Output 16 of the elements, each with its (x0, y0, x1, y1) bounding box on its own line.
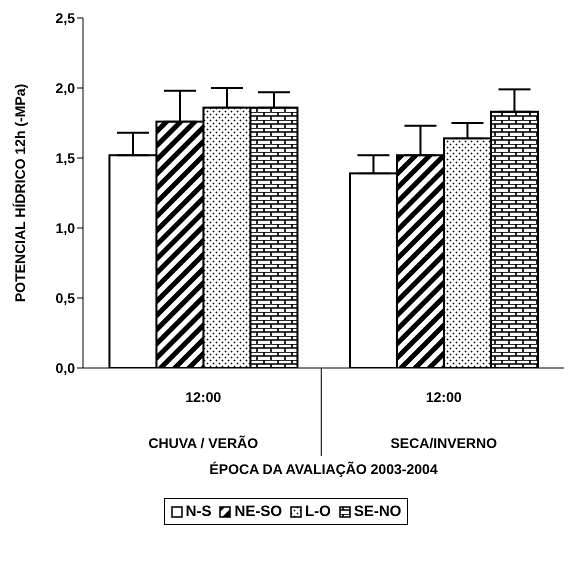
y-tick-label: 2,0 (56, 80, 76, 96)
legend-label: L-O (305, 503, 331, 520)
y-tick-label: 0,0 (56, 360, 76, 376)
y-tick-label: 1,5 (56, 150, 76, 166)
x-tick-label: 12:00 (426, 389, 462, 405)
legend-label: N-S (186, 503, 212, 520)
y-axis-title: POTENCIAL HÍDRICO 12h (-MPa) (12, 84, 28, 302)
x-tick-label: 12:00 (185, 389, 222, 405)
text: CHUVA / VERÃO (148, 435, 258, 451)
legend-label: NE-SO (234, 503, 282, 520)
text: SECA/INVERNO (390, 435, 498, 451)
legend-label: SE-NO (354, 503, 402, 520)
y-tick-label: 0,5 (56, 290, 76, 306)
y-tick-label: 2,5 (56, 10, 76, 26)
y-tick-label: 1,0 (56, 220, 76, 236)
x-axis-title: ÉPOCA DA AVALIAÇÃO 2003-2004 (209, 461, 438, 477)
